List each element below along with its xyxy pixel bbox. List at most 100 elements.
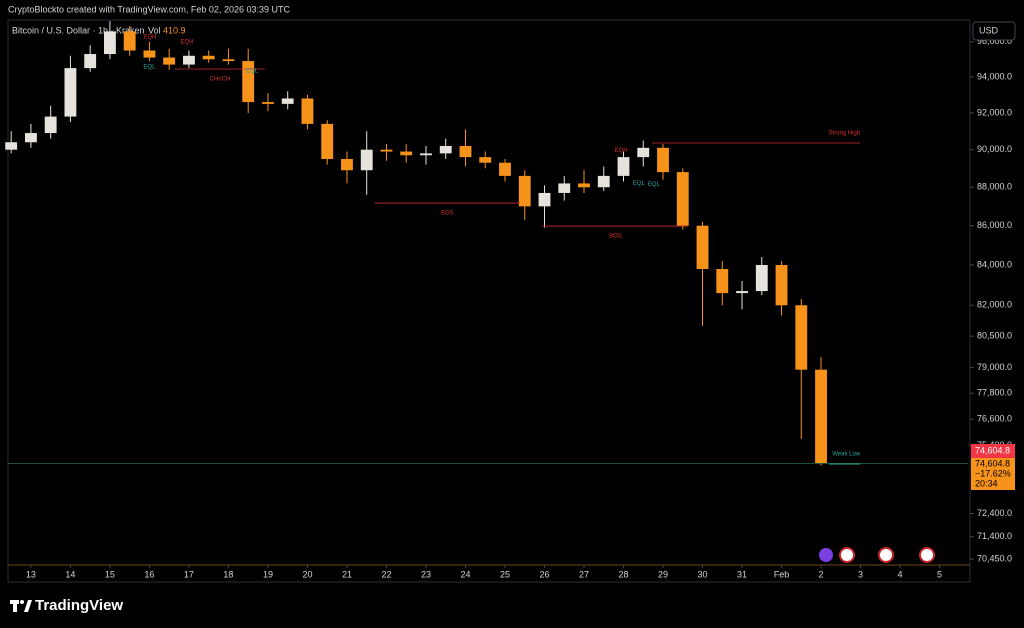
candle-body [123,31,136,51]
candle-body [104,31,116,55]
y-tick-label: 82,000.0 [977,300,1012,310]
candle-body [617,157,630,176]
x-tick-label: 21 [342,569,352,579]
y-tick-label: 86,000.0 [977,220,1012,230]
y-tick-label: 71,400.0 [977,531,1012,541]
y-tick-label: 88,000.0 [977,182,1012,192]
candle-body [321,123,334,159]
candle-body [538,192,551,207]
x-tick-label: 24 [460,569,470,579]
candle-body [420,153,432,156]
candle-body [24,133,37,143]
logo-shape [24,600,32,612]
candle-body [360,149,373,171]
currency-label[interactable]: USD [979,25,999,35]
level-label: CHoCH [210,77,231,83]
y-tick-label: 77,800.0 [977,388,1012,398]
x-tick-label: 18 [223,569,233,579]
x-tick-label: 15 [105,569,115,579]
candle-body [281,98,294,104]
time-axis: 13 14 15 16 17 18 19 20 21 22 23 24 25 26 27 28 29 30 31 Fe… [26,565,942,579]
candle-body [183,55,195,65]
candle-body [578,183,590,188]
candle-body [242,61,255,103]
event-icons [819,547,935,563]
currency-button-box[interactable] [972,21,1016,41]
y-tick-label: 92,000.0 [977,107,1012,117]
x-tick-label: 19 [263,569,273,579]
symbol-price-text: 74,604.8 [975,445,1010,455]
candle-body [5,142,18,150]
candle-body [64,68,77,117]
candle-body [657,147,669,173]
x-tick-label: 13 [26,569,36,579]
logo-text: TradingView [35,597,123,614]
currency-button[interactable]: USD [972,21,1016,41]
marker-label: EQL [633,181,646,187]
candle-body [301,98,314,124]
x-tick-label: 28 [618,569,628,579]
candle-body [518,175,531,207]
event-icon[interactable] [819,548,833,562]
x-tick-label: 14 [65,569,75,579]
y-tick-label: 80,500.0 [977,331,1012,341]
last-price-text: 74,604.8 [975,458,1010,468]
candle-body [479,157,492,163]
y-tick-label: 70,450.0 [977,553,1012,563]
header-text: CryptoBlockto created with TradingView.c… [8,4,290,14]
candle-body [755,265,768,292]
x-tick-label: 25 [500,569,510,579]
x-tick-label: 22 [381,569,391,579]
candle-body [558,183,571,193]
candle-body [815,369,827,464]
level-label: Strong High [828,131,860,137]
candle-body [84,54,97,69]
price-axis: 96,000.0 94,000.0 92,000.0 90,000.0 88,000.0… [970,36,1012,563]
candle-body [499,162,511,176]
x-tick-label: 31 [737,569,747,579]
y-tick-label: 96,000.0 [977,36,1012,46]
countdown: 20:34 [975,478,998,488]
x-tick-label: 5 [937,569,942,579]
candle-body [459,145,472,158]
candle-body [676,172,689,226]
marker-label: EQH [143,35,156,41]
event-flag[interactable] [919,547,935,563]
logo-shape [20,600,24,604]
marker-label: EQH [180,39,193,45]
last-price-box: 74,604.8 74,604.8 −17.62% 20:34 [971,444,1015,490]
x-tick-label: 20 [302,569,312,579]
candle-body [696,225,709,269]
x-tick-label: 27 [579,569,589,579]
event-flag[interactable] [839,547,855,563]
candle-body [439,145,452,154]
y-tick-label: 84,000.0 [977,259,1012,269]
candles [5,21,968,466]
symbol-price-tag [971,444,1015,458]
x-tick-label: 29 [658,569,668,579]
y-tick-label: 79,000.0 [977,362,1012,372]
candle-body [775,265,788,306]
candle-body [163,57,176,65]
x-tick-label: 30 [698,569,708,579]
candle-body [143,50,156,58]
candle-body [597,175,610,188]
marker-label: EQL [648,182,661,188]
change-percent: −17.62% [975,468,1011,478]
y-tick-label: 90,000.0 [977,144,1012,154]
event-flag[interactable] [878,547,894,563]
candle-body [44,116,57,134]
last-price-tag [971,458,1015,490]
candle-body [795,305,808,370]
symbol-title: Bitcoin / U.S. Dollar · 1h · Kraken [12,25,145,35]
legend: Bitcoin / U.S. Dollar · 1h · Kraken Vol … [12,25,186,35]
y-tick-label: 76,600.0 [977,414,1012,424]
volume-label: Vol [148,25,161,35]
candle-body [736,291,748,294]
marker-label: EQH [615,148,628,154]
candle-body [400,151,413,156]
x-tick-label: Feb [774,569,790,579]
